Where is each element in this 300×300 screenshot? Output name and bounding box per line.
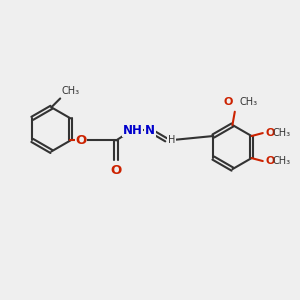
Text: O: O [110,164,122,177]
Text: CH₃: CH₃ [240,97,258,107]
Text: NH: NH [122,124,142,136]
Text: O: O [223,97,232,107]
Text: O: O [75,134,86,147]
Text: CH₃: CH₃ [273,128,291,138]
Text: CH₃: CH₃ [273,156,291,166]
Text: H: H [168,135,175,146]
Text: O: O [266,156,275,166]
Text: O: O [266,128,275,138]
Text: CH₃: CH₃ [62,85,80,95]
Text: N: N [145,124,155,136]
